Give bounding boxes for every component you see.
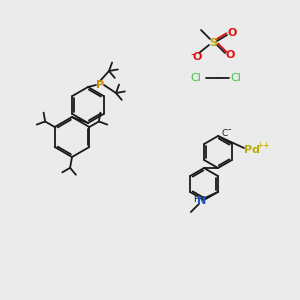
Text: ++: ++: [256, 140, 270, 149]
Text: C: C: [222, 128, 228, 137]
Text: H: H: [194, 196, 200, 205]
Text: P: P: [96, 80, 104, 90]
Text: Pd: Pd: [244, 145, 260, 155]
Text: O: O: [227, 28, 237, 38]
Text: O: O: [192, 52, 202, 62]
Text: N: N: [197, 196, 206, 206]
Text: -: -: [191, 49, 195, 62]
Text: Cl: Cl: [190, 73, 201, 83]
Text: S: S: [209, 38, 217, 48]
Text: Cl: Cl: [231, 73, 242, 83]
Text: -: -: [227, 124, 231, 134]
Text: O: O: [225, 50, 235, 60]
